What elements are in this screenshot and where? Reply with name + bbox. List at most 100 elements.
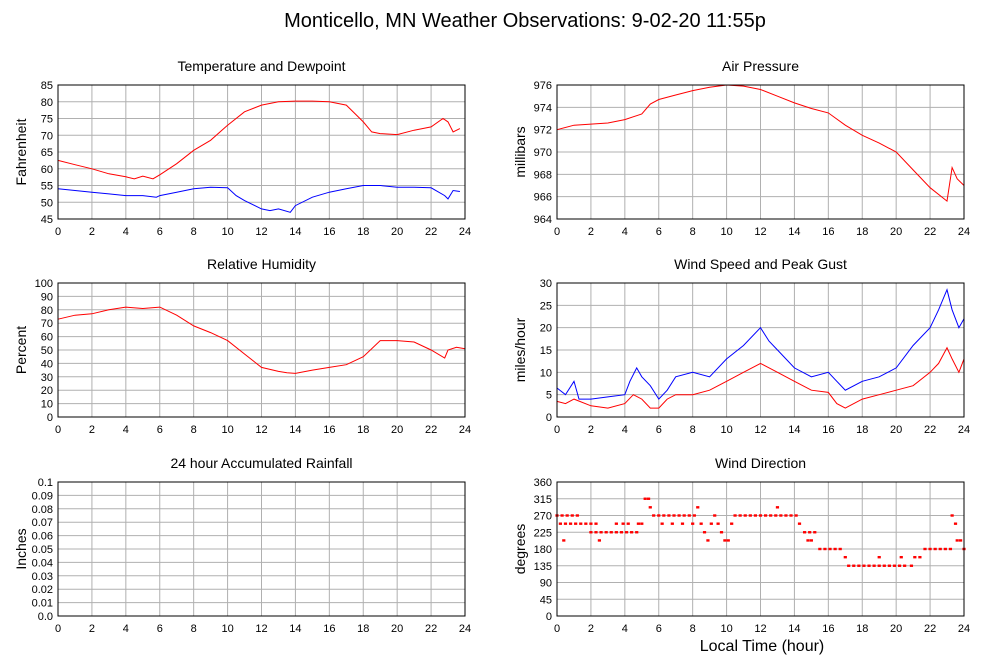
x-tick-label: 20 bbox=[391, 623, 403, 635]
wind-direction-point bbox=[609, 531, 613, 534]
y-tick-label: 5 bbox=[546, 390, 552, 402]
chart-title: Air Pressure bbox=[722, 58, 799, 74]
page-title: Monticello, MN Weather Observations: 9-0… bbox=[284, 10, 766, 32]
x-tick-label: 18 bbox=[357, 623, 369, 635]
wind-direction-point bbox=[743, 514, 747, 517]
wind-direction-point bbox=[899, 555, 903, 559]
x-tick-label: 10 bbox=[221, 424, 233, 436]
wind-direction-point bbox=[959, 539, 963, 542]
y-tick-label: 0.06 bbox=[32, 531, 53, 543]
y-tick-label: 315 bbox=[534, 494, 552, 506]
x-tick-label: 12 bbox=[255, 226, 267, 238]
wind-direction-point bbox=[808, 531, 812, 534]
x-tick-label: 10 bbox=[221, 623, 233, 635]
x-tick-label: 6 bbox=[656, 623, 662, 635]
y-tick-label: 85 bbox=[41, 80, 53, 92]
wind-direction-point bbox=[702, 531, 707, 534]
wind-direction-point bbox=[630, 531, 634, 534]
x-tick-label: 20 bbox=[391, 424, 403, 436]
x-tick-label: 20 bbox=[890, 226, 902, 238]
wind-direction-point bbox=[938, 547, 942, 551]
wind-direction-point bbox=[847, 564, 851, 567]
y-tick-label: 30 bbox=[540, 278, 552, 290]
y-tick-label: 60 bbox=[41, 332, 53, 344]
wind-direction-point bbox=[562, 539, 566, 542]
wind-direction-point bbox=[823, 547, 827, 551]
y-tick-label: 10 bbox=[41, 399, 53, 411]
x-tick-label: 16 bbox=[822, 623, 834, 635]
x-tick-label: 6 bbox=[157, 424, 163, 436]
wind-direction-point bbox=[706, 539, 710, 542]
chart-title: Temperature and Dewpoint bbox=[177, 58, 345, 74]
x-tick-label: 14 bbox=[289, 623, 301, 635]
y-tick-label: 60 bbox=[41, 164, 53, 176]
x-tick-label: 20 bbox=[890, 424, 902, 436]
x-tick-label: 10 bbox=[720, 623, 732, 635]
y-axis-label: Percent bbox=[13, 326, 29, 374]
y-tick-label: 0.09 bbox=[32, 490, 53, 502]
wind-direction-point bbox=[614, 522, 618, 525]
wind-direction-point bbox=[599, 531, 603, 534]
x-tick-label: 12 bbox=[255, 424, 267, 436]
y-tick-label: 0.02 bbox=[32, 584, 53, 596]
series-line-press-0 bbox=[556, 84, 965, 203]
wind-direction-point bbox=[589, 531, 593, 534]
x-tick-label: 8 bbox=[690, 623, 696, 635]
x-tick-label: 18 bbox=[856, 424, 868, 436]
wind-direction-point bbox=[806, 539, 810, 542]
series-line-rh-0 bbox=[57, 306, 466, 374]
wind-direction-point bbox=[635, 531, 639, 534]
x-tick-label: 14 bbox=[788, 424, 800, 436]
wind-direction-point bbox=[950, 514, 954, 517]
x-tick-label: 14 bbox=[289, 226, 301, 238]
wind-direction-point bbox=[619, 531, 624, 534]
wind-direction-point bbox=[692, 514, 696, 517]
y-tick-label: 80 bbox=[41, 305, 53, 317]
x-tick-label: 4 bbox=[123, 424, 129, 436]
wind-direction-point bbox=[594, 531, 598, 534]
x-tick-label: 10 bbox=[221, 226, 233, 238]
series-line-wind-1 bbox=[556, 346, 965, 409]
wind-direction-point bbox=[882, 564, 886, 567]
wind-direction-point bbox=[813, 531, 817, 534]
y-tick-label: 75 bbox=[41, 114, 53, 126]
series-line-temp-1 bbox=[57, 185, 460, 213]
plot-frame bbox=[57, 84, 466, 220]
wind-direction-point bbox=[646, 497, 651, 500]
x-tick-label: 18 bbox=[856, 623, 868, 635]
wind-direction-point bbox=[909, 564, 914, 567]
chart-title: Wind Speed and Peak Gust bbox=[674, 256, 847, 272]
x-tick-label: 18 bbox=[856, 226, 868, 238]
wind-direction-point bbox=[604, 531, 608, 534]
x-tick-label: 14 bbox=[289, 424, 301, 436]
wind-direction-point bbox=[797, 522, 802, 525]
wind-direction-point bbox=[716, 522, 720, 525]
y-tick-label: 65 bbox=[41, 147, 53, 159]
wind-direction-point bbox=[887, 564, 891, 567]
wind-direction-point bbox=[563, 522, 568, 525]
y-tick-label: 90 bbox=[540, 578, 552, 590]
x-tick-label: 16 bbox=[323, 424, 335, 436]
wind-direction-point bbox=[640, 522, 644, 525]
wind-direction-point bbox=[648, 506, 652, 509]
shared-x-axis-label: Local Time (hour) bbox=[700, 638, 825, 655]
x-tick-label: 14 bbox=[788, 226, 800, 238]
wind-direction-point bbox=[672, 514, 676, 517]
x-tick-label: 4 bbox=[123, 226, 129, 238]
wind-direction-point bbox=[662, 514, 666, 517]
x-tick-label: 0 bbox=[554, 424, 560, 436]
wind-direction-point bbox=[852, 564, 856, 567]
x-tick-label: 6 bbox=[157, 623, 163, 635]
x-tick-label: 6 bbox=[656, 424, 662, 436]
y-tick-label: 970 bbox=[534, 147, 552, 159]
wind-direction-point bbox=[621, 522, 625, 525]
y-axis-label: Fahrenheit bbox=[13, 118, 29, 185]
y-tick-label: 20 bbox=[540, 323, 552, 335]
y-tick-label: 964 bbox=[534, 214, 552, 226]
wind-direction-point bbox=[775, 506, 780, 509]
y-tick-label: 0.03 bbox=[32, 571, 53, 583]
wind-direction-point bbox=[857, 564, 861, 567]
wind-direction-point bbox=[660, 522, 664, 525]
